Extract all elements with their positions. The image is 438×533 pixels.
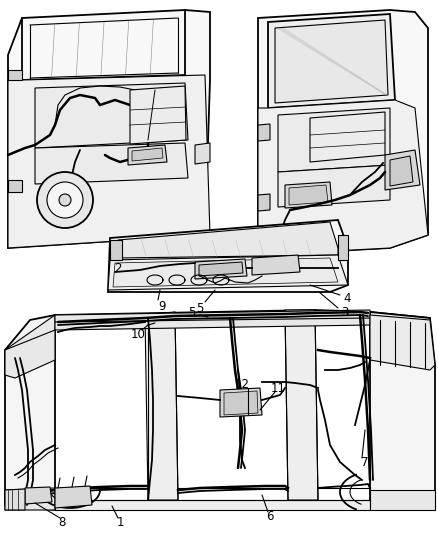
Polygon shape	[5, 315, 55, 365]
Polygon shape	[338, 235, 348, 260]
Polygon shape	[195, 143, 210, 164]
Polygon shape	[252, 255, 300, 275]
Polygon shape	[310, 112, 385, 162]
Polygon shape	[108, 220, 348, 292]
Text: 2: 2	[114, 262, 122, 274]
Polygon shape	[258, 100, 428, 255]
Polygon shape	[8, 75, 210, 248]
Polygon shape	[35, 83, 188, 148]
Circle shape	[59, 194, 71, 206]
Polygon shape	[5, 330, 55, 378]
Text: 8: 8	[58, 515, 66, 529]
Polygon shape	[220, 388, 262, 417]
Polygon shape	[224, 391, 258, 415]
Polygon shape	[108, 255, 348, 290]
Polygon shape	[289, 185, 328, 205]
Polygon shape	[195, 259, 247, 279]
Text: 10: 10	[131, 328, 145, 342]
Text: 7: 7	[361, 456, 369, 470]
Polygon shape	[55, 500, 370, 510]
Polygon shape	[5, 315, 55, 510]
Polygon shape	[110, 240, 122, 260]
Polygon shape	[285, 182, 332, 208]
Polygon shape	[268, 14, 395, 108]
Polygon shape	[118, 222, 338, 258]
Circle shape	[47, 182, 83, 218]
Polygon shape	[278, 165, 390, 207]
Polygon shape	[35, 143, 188, 184]
Polygon shape	[132, 148, 163, 161]
Polygon shape	[370, 315, 435, 370]
Polygon shape	[385, 150, 420, 190]
Polygon shape	[55, 310, 370, 330]
Text: 4: 4	[343, 293, 351, 305]
Polygon shape	[5, 488, 55, 510]
Text: 3: 3	[341, 306, 349, 319]
Text: 6: 6	[266, 511, 274, 523]
Polygon shape	[258, 124, 270, 141]
Polygon shape	[275, 20, 388, 103]
Polygon shape	[113, 258, 338, 287]
Polygon shape	[258, 10, 428, 255]
Text: 1: 1	[116, 515, 124, 529]
Polygon shape	[285, 310, 318, 500]
Polygon shape	[5, 489, 25, 510]
Polygon shape	[128, 145, 167, 165]
Polygon shape	[390, 156, 413, 186]
Polygon shape	[370, 312, 435, 505]
Text: 12: 12	[234, 378, 250, 392]
Circle shape	[37, 172, 93, 228]
Polygon shape	[145, 312, 178, 500]
Polygon shape	[278, 108, 390, 172]
Polygon shape	[25, 487, 52, 504]
Text: 5: 5	[196, 302, 204, 314]
Polygon shape	[199, 262, 243, 276]
Text: 5: 5	[188, 305, 196, 319]
Polygon shape	[130, 86, 186, 144]
Text: 9: 9	[158, 300, 166, 312]
Polygon shape	[8, 180, 22, 192]
Polygon shape	[8, 10, 210, 248]
Polygon shape	[370, 490, 435, 510]
Text: 11: 11	[271, 382, 286, 394]
Polygon shape	[258, 194, 270, 211]
Polygon shape	[55, 486, 92, 508]
Polygon shape	[8, 70, 22, 80]
